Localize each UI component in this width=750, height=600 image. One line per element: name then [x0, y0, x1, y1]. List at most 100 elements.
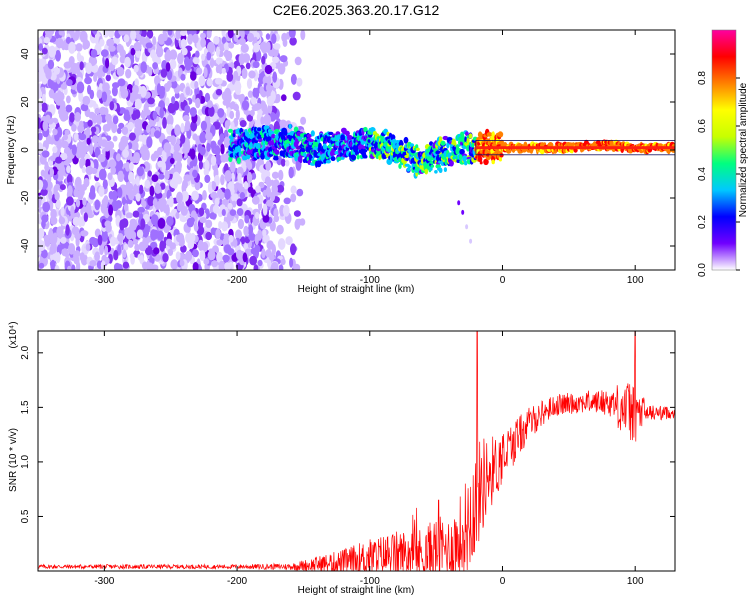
spectrogram-noise-cell [262, 229, 267, 237]
spectrogram-noise-cell [208, 106, 215, 117]
spectrogram-ridge-cell [273, 156, 279, 161]
spectrogram-noise-cell [117, 78, 126, 87]
spectrogram-noise-cell [240, 43, 249, 53]
snr-x-tick-label: -300 [94, 576, 114, 587]
spectrogram-noise-cell [116, 66, 125, 77]
spectrogram-noise-cell [224, 188, 231, 200]
colorbar-frame [711, 29, 737, 271]
spectrogram-noise-cell [127, 121, 134, 130]
spectrogram-noise-cell [251, 195, 260, 205]
spectrogram-noise-cell [259, 85, 264, 96]
spectrogram-noise-cell [275, 93, 281, 101]
spectrogram-noise-cell [77, 189, 84, 201]
spectrogram-noise-cell [241, 68, 248, 79]
spectrogram-noise-cell [108, 159, 117, 169]
spectrogram-noise-cell [152, 110, 157, 120]
spectrogram-noise-cell [115, 159, 124, 170]
spectrogram-noise-cell [108, 204, 114, 216]
spectrogram-noise-cell [79, 30, 88, 43]
spectrogram-noise-cell [76, 141, 85, 150]
spectrogram-noise-cell [65, 36, 72, 45]
spectrogram-noise-cell [293, 210, 301, 217]
spectrogram-noise-cell [113, 262, 121, 270]
spectrogram-noise-cell [157, 217, 166, 229]
spectrogram-noise-cell [270, 191, 276, 202]
spectrogram-noise-cell [214, 197, 220, 206]
snr-series-line [38, 331, 675, 571]
spectrogram-noise-cell [254, 244, 261, 253]
snr-y-scale-label: (x10⁴) [8, 321, 19, 348]
spectrogram-ridge-cell [459, 153, 463, 159]
spectrogram-ridge-cell [471, 142, 475, 149]
spectrogram-noise-cell [125, 68, 132, 79]
spectrogram-noise-cell [174, 92, 180, 99]
spectrogram-noise-cell [198, 75, 206, 87]
spectrogram-noise-cell [55, 96, 63, 106]
spectrogram-noise-cell [38, 43, 44, 52]
spectrogram-noise-cell [71, 264, 76, 270]
spectrogram-noise-cell [115, 153, 121, 162]
spectrogram-noise-cell [70, 205, 75, 217]
spectrogram-y-tick-label: 0 [20, 147, 31, 153]
spectrogram-ridge-cell [380, 136, 384, 144]
spectrogram-noise-cell [66, 95, 71, 104]
spectrogram-noise-cell [73, 250, 81, 258]
spectrogram-noise-cell [55, 199, 61, 209]
spectrogram-noise-cell [113, 249, 119, 261]
spectrogram-noise-cell [75, 183, 83, 191]
spectrogram-noise-cell [166, 114, 174, 127]
spectrogram-noise-cell [151, 174, 159, 183]
spectrogram-noise-cell [118, 122, 125, 129]
spectrogram-noise-cell [158, 173, 165, 180]
spectrogram-noise-cell [156, 230, 164, 241]
spectrogram-noise-cell [235, 108, 240, 121]
spectrogram-noise-cell [123, 203, 129, 212]
spectrogram-noise-cell [210, 140, 217, 150]
spectrogram-noise-cell [190, 232, 196, 243]
spectrogram-noise-cell [239, 120, 247, 128]
spectrogram-noise-cell [168, 195, 174, 208]
spectrogram-noise-cell [38, 102, 42, 113]
spectrogram-noise-cell [179, 92, 185, 103]
spectrogram-noise-cell [182, 146, 190, 154]
spectrogram-ridge-cell [391, 138, 397, 144]
spectrogram-noise-cell [177, 152, 183, 162]
colorbar-label: Normalized spectral amplitude [738, 82, 749, 217]
spectrogram-noise-cell [180, 30, 187, 36]
spectrogram-noise-cell [221, 36, 227, 44]
spectrogram-noise-cell [206, 142, 211, 152]
spectrogram-noise-cell [150, 49, 157, 59]
spectrogram-ridge-cell [403, 136, 409, 144]
spectrogram-noise-cell [271, 262, 279, 270]
spectrogram-noise-cell [252, 61, 260, 69]
spectrogram-noise-cell [227, 202, 233, 210]
spectrogram-noise-cell [267, 259, 272, 269]
spectrogram-noise-cell [223, 42, 230, 51]
spectrogram-noise-cell [147, 170, 152, 177]
spectrogram-noise-cell [76, 51, 81, 62]
spectrogram-noise-cell [244, 214, 250, 224]
spectrogram-noise-cell [225, 54, 231, 62]
spectrogram-noise-cell [179, 216, 188, 223]
spectrogram-noise-cell [61, 248, 69, 257]
spectrogram-noise-cell [266, 199, 274, 207]
spectrogram-noise-cell [187, 240, 195, 250]
spectrogram-noise-cell [105, 58, 110, 69]
spectrogram-noise-cell [58, 216, 66, 225]
spectrogram-ridge-cell [255, 142, 261, 150]
spectrogram-noise-cell [209, 212, 217, 220]
spectrogram-noise-cell [120, 88, 129, 99]
spectrogram-noise-cell [296, 188, 304, 197]
snr-frame [37, 330, 676, 572]
spectrogram-ridge-cell [430, 164, 435, 168]
spectrogram-noise-cell [232, 200, 237, 208]
spectrogram-noise-cell [110, 166, 116, 175]
spectrogram-noise-cell [279, 55, 288, 63]
spectrogram-noise-cell [196, 67, 203, 75]
spectrogram-noise-cell [67, 185, 73, 196]
spectrogram-noise-cell [71, 144, 77, 156]
spectrogram-noise-cell [266, 240, 274, 250]
spectrogram-noise-cell [265, 160, 272, 171]
spectrogram-noise-cell [244, 248, 253, 257]
